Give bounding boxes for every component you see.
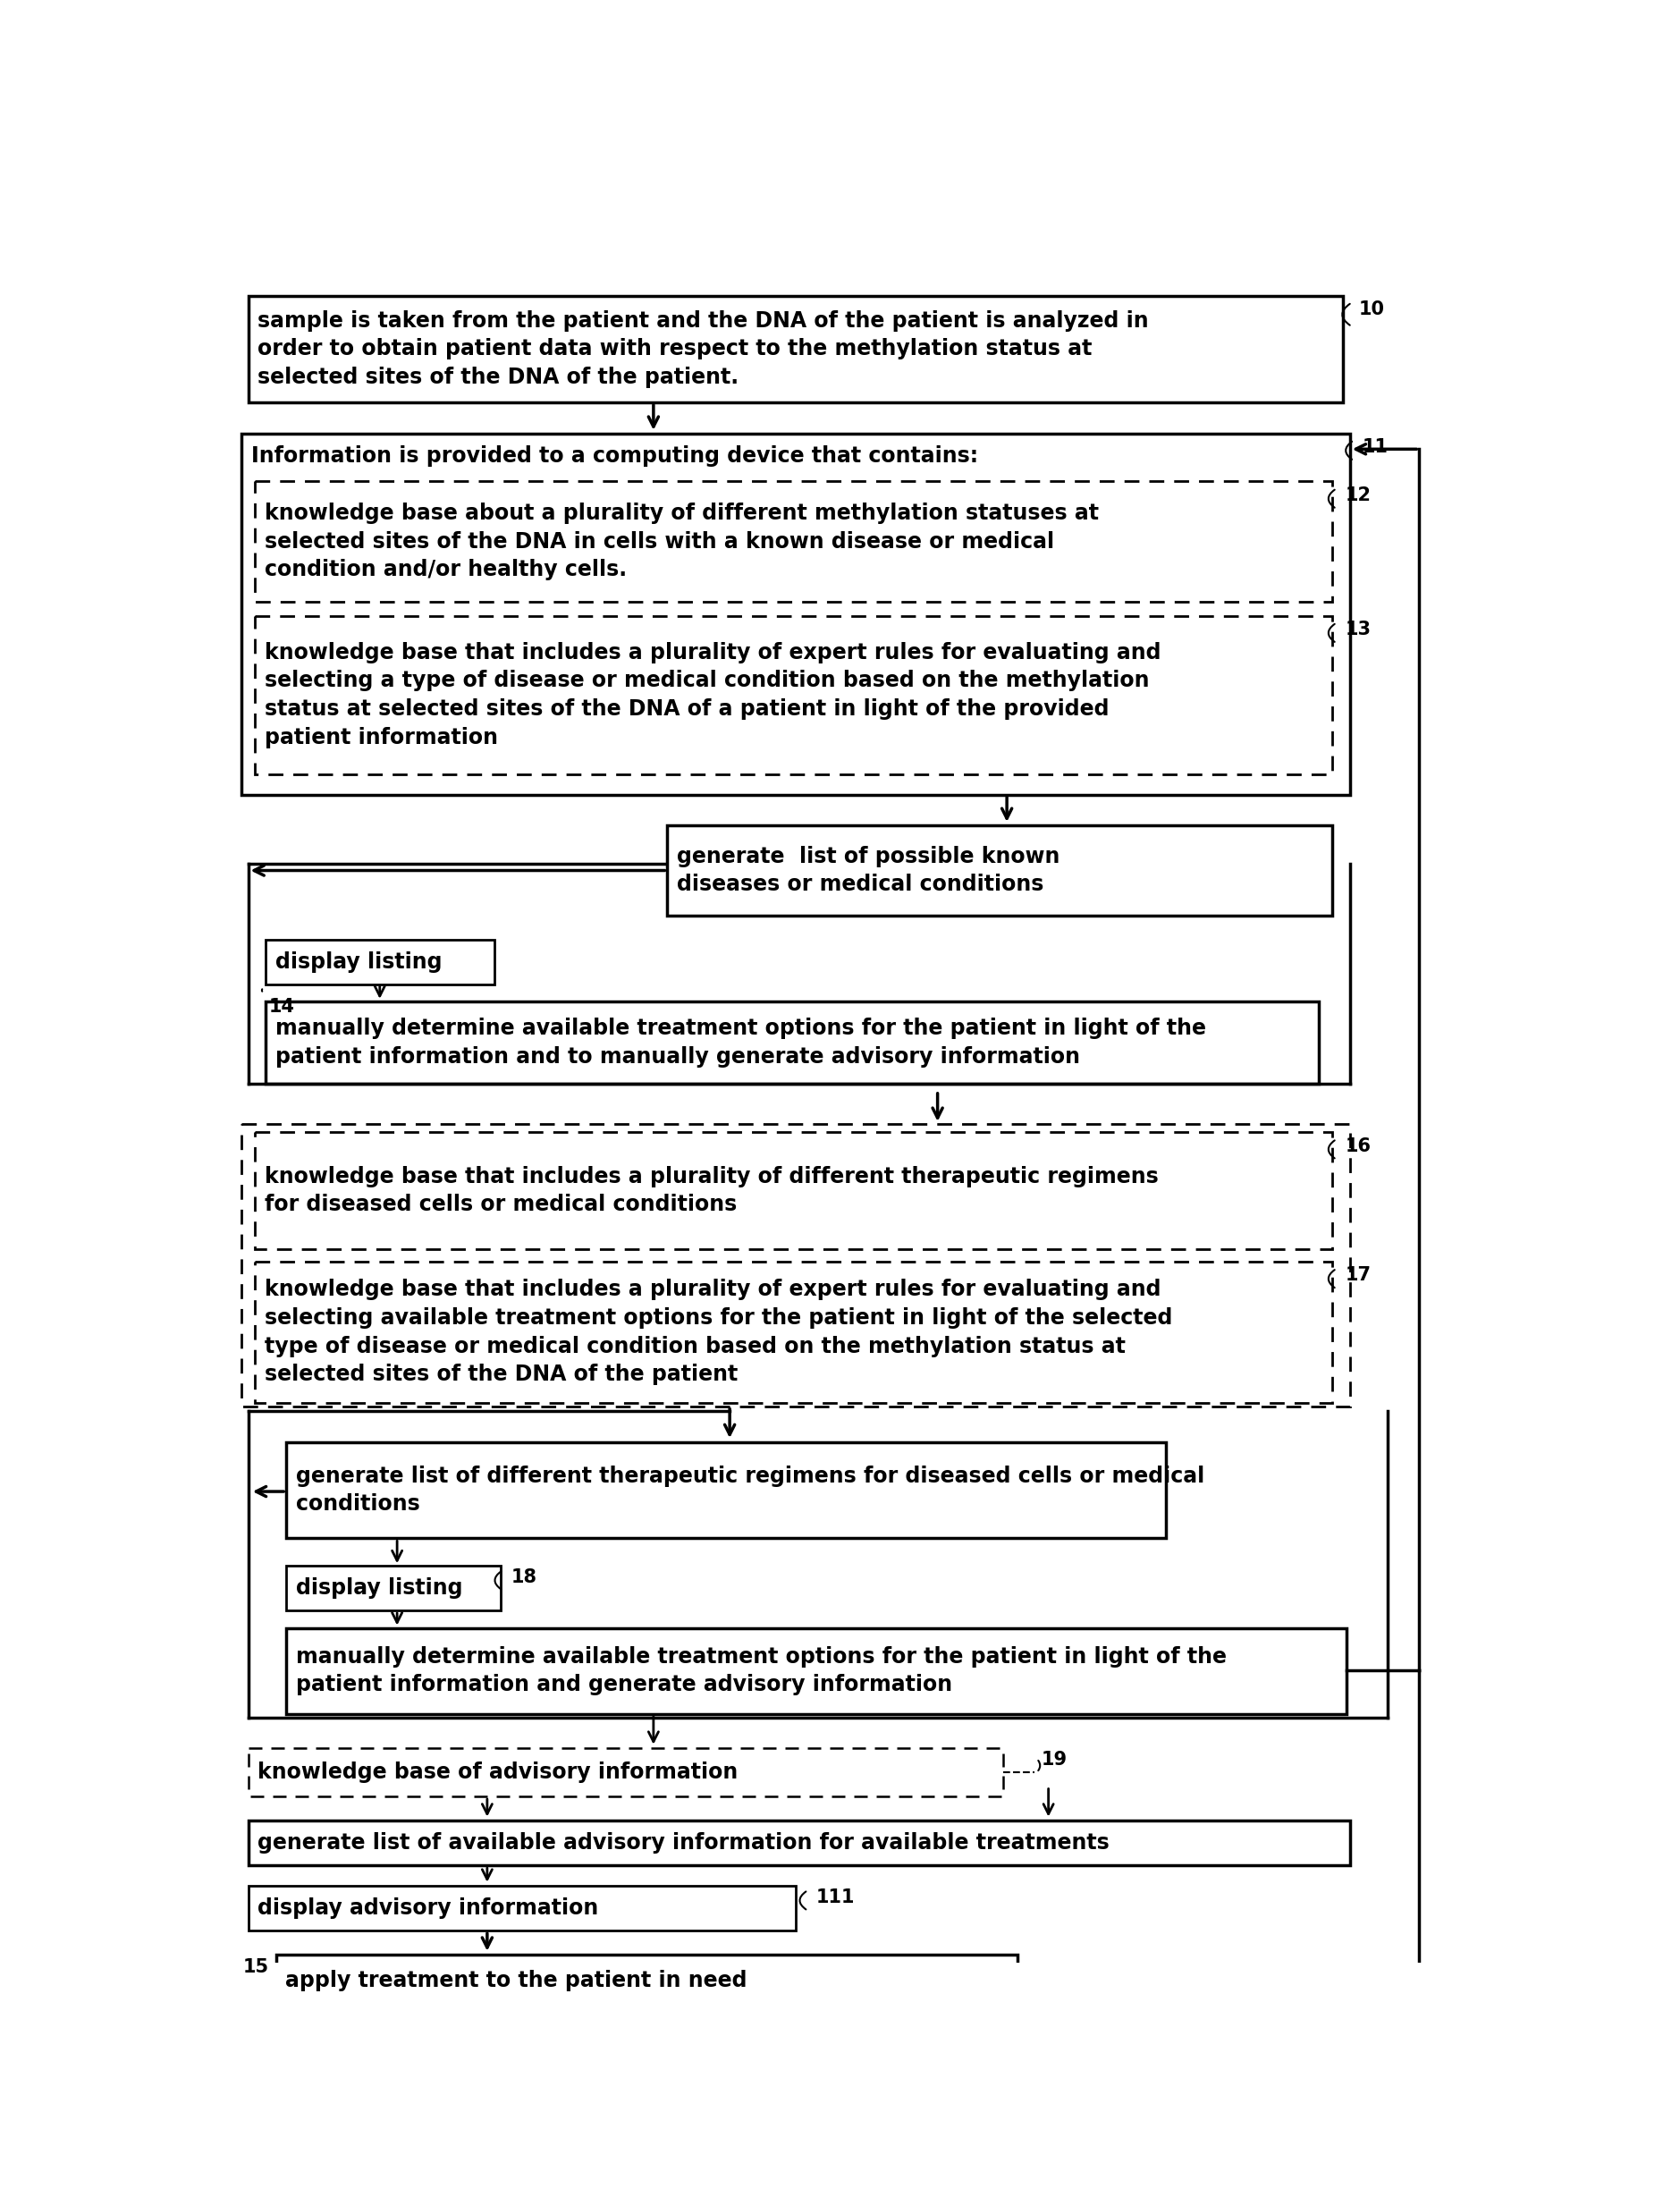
Bar <box>286 1442 1166 1539</box>
Text: 13: 13 <box>1346 620 1371 639</box>
Text: 111: 111 <box>816 1887 855 1905</box>
Text: knowledge base that includes a plurality of expert rules for evaluating and
sele: knowledge base that includes a plurality… <box>265 642 1161 747</box>
Text: display listing: display listing <box>296 1577 462 1599</box>
Text: 18: 18 <box>511 1568 538 1585</box>
Text: display listing: display listing <box>276 950 442 972</box>
Bar <box>249 295 1342 401</box>
Bar <box>242 1125 1349 1407</box>
Text: 15: 15 <box>242 1958 269 1976</box>
Text: 16: 16 <box>1346 1138 1371 1155</box>
Bar <box>255 615 1332 774</box>
Text: 14: 14 <box>269 999 294 1017</box>
Text: knowledge base that includes a plurality of different therapeutic regimens
for d: knowledge base that includes a plurality… <box>265 1166 1159 1215</box>
Text: generate list of available advisory information for available treatments: generate list of available advisory info… <box>257 1832 1110 1854</box>
Bar <box>286 1566 501 1610</box>
Text: sample is taken from the patient and the DNA of the patient is analyzed in
order: sample is taken from the patient and the… <box>257 311 1149 388</box>
Text: Information is provided to a computing device that contains:: Information is provided to a computing d… <box>250 445 978 467</box>
Text: 11: 11 <box>1362 439 1388 456</box>
Text: manually determine available treatment options for the patient in light of the
p: manually determine available treatment o… <box>276 1019 1206 1067</box>
Text: generate  list of possible known
diseases or medical conditions: generate list of possible known diseases… <box>677 847 1060 895</box>
Bar <box>242 434 1349 794</box>
Text: apply treatment to the patient in need: apply treatment to the patient in need <box>286 1969 748 1991</box>
Text: manually determine available treatment options for the patient in light of the
p: manually determine available treatment o… <box>296 1645 1226 1696</box>
Bar <box>249 1749 1003 1797</box>
Text: knowledge base about a plurality of different methylation statuses at
selected s: knowledge base about a plurality of diff… <box>265 503 1099 580</box>
Bar <box>255 1261 1332 1402</box>
Bar <box>255 481 1332 602</box>
Text: 19: 19 <box>1042 1751 1067 1768</box>
Bar <box>249 1885 796 1932</box>
Bar <box>265 1001 1319 1085</box>
Bar <box>249 1821 1349 1865</box>
Bar <box>286 1627 1346 1713</box>
Bar <box>255 1131 1332 1250</box>
Text: 12: 12 <box>1346 487 1371 505</box>
Bar <box>265 939 494 983</box>
Text: 10: 10 <box>1359 300 1384 318</box>
Text: display advisory information: display advisory information <box>257 1899 598 1918</box>
Bar <box>276 1956 1018 2007</box>
Text: knowledge base that includes a plurality of expert rules for evaluating and
sele: knowledge base that includes a plurality… <box>265 1279 1173 1385</box>
Text: knowledge base of advisory information: knowledge base of advisory information <box>257 1762 738 1784</box>
Text: 17: 17 <box>1346 1266 1371 1283</box>
Text: generate list of different therapeutic regimens for diseased cells or medical
co: generate list of different therapeutic r… <box>296 1466 1205 1515</box>
Bar <box>667 825 1332 915</box>
